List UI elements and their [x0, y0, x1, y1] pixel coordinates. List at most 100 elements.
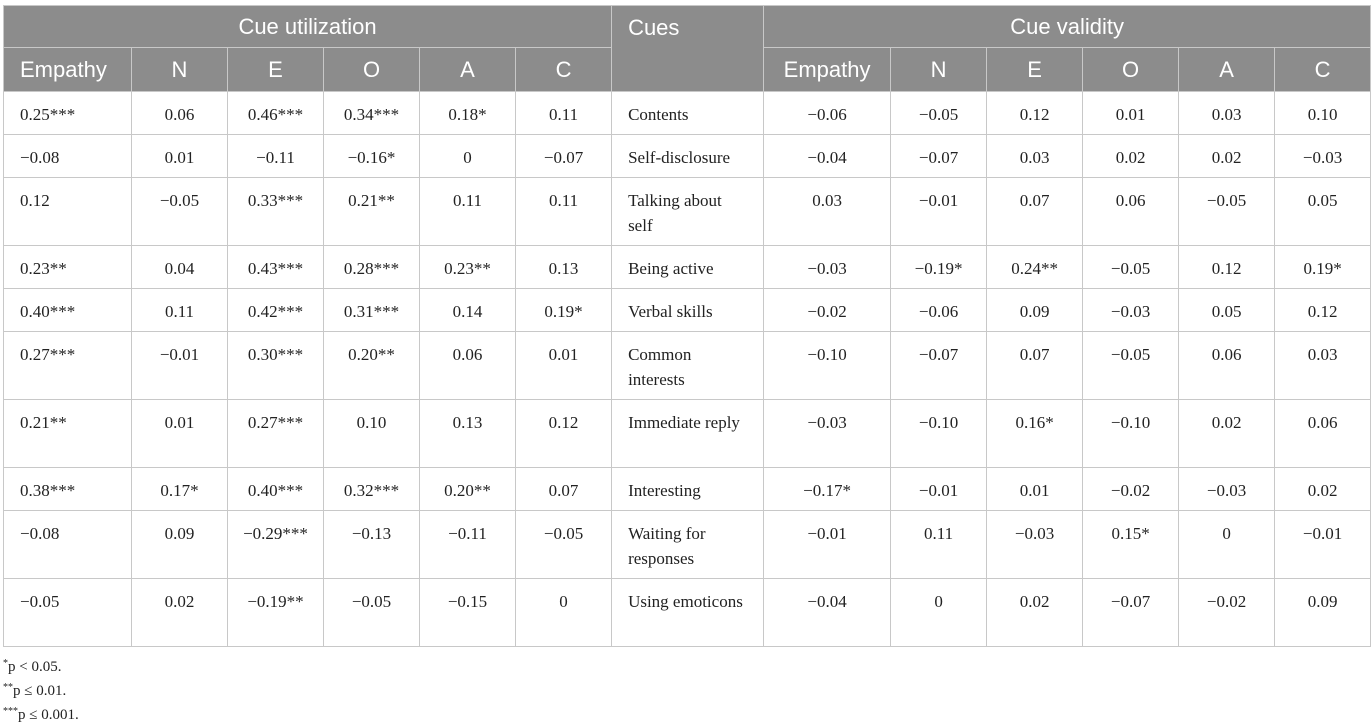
validity-cell: 0.09 — [1274, 578, 1372, 647]
utilization-cell: 0.13 — [419, 399, 516, 468]
validity-cell: 0.16* — [986, 399, 1084, 468]
utilization-cell: 0.25*** — [3, 91, 132, 135]
col-header-e: E — [986, 47, 1084, 92]
cue-label: Immediate reply — [611, 399, 765, 468]
col-header-a: A — [1178, 47, 1276, 92]
utilization-cell: 0.27*** — [3, 331, 132, 400]
utilization-cell: 0.04 — [131, 245, 228, 289]
footnote-mark: *** — [3, 706, 18, 717]
footnote-text: p < 0.05. — [8, 659, 62, 675]
table-row: 0.27*** −0.01 0.30*** 0.20** 0.06 0.01 Common … — [3, 331, 1372, 400]
col-header-empathy: Empathy — [763, 47, 892, 92]
table-row: 0.25*** 0.06 0.46*** 0.34*** 0.18* 0.11 Conten… — [3, 91, 1372, 135]
utilization-cell: −0.07 — [514, 134, 613, 178]
validity-cell: 0.15* — [1082, 510, 1180, 579]
table-row: −0.08 0.01 −0.11 −0.16* 0 −0.07 Self-disclosur… — [3, 134, 1372, 178]
cue-label: Common interests — [611, 331, 765, 400]
utilization-cell: −0.15 — [419, 578, 516, 647]
validity-cell: −0.02 — [1178, 578, 1276, 647]
validity-cell: 0.24** — [986, 245, 1084, 289]
validity-cell: 0.05 — [1178, 288, 1276, 332]
footnote-mark: ** — [3, 682, 13, 693]
validity-cell: −0.10 — [763, 331, 892, 400]
col-header-o: O — [323, 47, 420, 92]
validity-cell: −0.05 — [1178, 177, 1276, 246]
utilization-cell: −0.29*** — [227, 510, 324, 579]
col-header-o: O — [1082, 47, 1180, 92]
utilization-cell: −0.13 — [323, 510, 420, 579]
validity-cell: 0.02 — [986, 578, 1084, 647]
col-header-a: A — [419, 47, 516, 92]
validity-cell: −0.05 — [1082, 331, 1180, 400]
validity-cell: 0.03 — [763, 177, 892, 246]
cue-validity-header: Cue validity — [763, 5, 1372, 48]
validity-cell: −0.07 — [890, 134, 988, 178]
utilization-cell: 0 — [419, 134, 516, 178]
validity-cell: −0.01 — [1274, 510, 1372, 579]
table-row: 0.38*** 0.17* 0.40*** 0.32*** 0.20** 0.07 Inte… — [3, 467, 1372, 511]
utilization-cell: 0.17* — [131, 467, 228, 511]
utilization-cell: −0.05 — [131, 177, 228, 246]
utilization-cell: 0.01 — [131, 399, 228, 468]
utilization-cell: 0.28*** — [323, 245, 420, 289]
utilization-cell: 0.11 — [419, 177, 516, 246]
validity-cell: 0.11 — [890, 510, 988, 579]
utilization-cell: 0.19* — [514, 288, 613, 332]
cue-label: Talking about self — [611, 177, 765, 246]
utilization-cell: −0.11 — [227, 134, 324, 178]
cue-utilization-header: Cue utilization — [2, 5, 613, 48]
validity-cell: 0.12 — [1274, 288, 1372, 332]
utilization-cell: 0.09 — [131, 510, 228, 579]
utilization-cell: 0.11 — [131, 288, 228, 332]
cues-header: Cues — [611, 5, 765, 92]
validity-cell: 0.06 — [1274, 399, 1372, 468]
utilization-cell: 0.23** — [419, 245, 516, 289]
validity-cell: 0.19* — [1274, 245, 1372, 289]
validity-cell: −0.10 — [890, 399, 988, 468]
cue-table: Cue utilization Cues Cue validity Empath… — [2, 5, 1372, 647]
utilization-cell: 0.01 — [131, 134, 228, 178]
footnote: **p ≤ 0.01. — [3, 679, 1370, 703]
utilization-cell: −0.11 — [419, 510, 516, 579]
table-row: 0.23** 0.04 0.43*** 0.28*** 0.23** 0.13 Being … — [3, 245, 1372, 289]
utilization-cell: 0.21** — [323, 177, 420, 246]
validity-cell: 0.07 — [986, 177, 1084, 246]
utilization-cell: 0.23** — [3, 245, 132, 289]
validity-cell: −0.03 — [763, 399, 892, 468]
validity-cell: 0 — [890, 578, 988, 647]
utilization-cell: 0.38*** — [3, 467, 132, 511]
table-row: 0.21** 0.01 0.27*** 0.10 0.13 0.12 Immediate r… — [3, 399, 1372, 468]
table-row: −0.05 0.02 −0.19** −0.05 −0.15 0 Using emotico… — [3, 578, 1372, 647]
validity-cell: −0.05 — [1082, 245, 1180, 289]
validity-cell: −0.03 — [1082, 288, 1180, 332]
validity-cell: 0.10 — [1274, 91, 1372, 135]
utilization-cell: 0.40*** — [227, 467, 324, 511]
utilization-cell: 0.14 — [419, 288, 516, 332]
cue-label: Being active — [611, 245, 765, 289]
table-header: Cue utilization Cues Cue validity Empath… — [2, 5, 1372, 92]
col-header-n: N — [890, 47, 988, 92]
table-row: 0.12 −0.05 0.33*** 0.21** 0.11 0.11 Talking ab… — [3, 177, 1372, 246]
utilization-cell: 0.02 — [131, 578, 228, 647]
utilization-cell: 0.18* — [419, 91, 516, 135]
utilization-cell: −0.16* — [323, 134, 420, 178]
utilization-cell: 0.43*** — [227, 245, 324, 289]
utilization-cell: −0.05 — [3, 578, 132, 647]
validity-cell: 0.01 — [986, 467, 1084, 511]
validity-cell: 0.03 — [986, 134, 1084, 178]
validity-cell: 0.06 — [1178, 331, 1276, 400]
utilization-cell: 0.11 — [514, 177, 613, 246]
utilization-cell: 0.31*** — [323, 288, 420, 332]
validity-cell: 0.12 — [986, 91, 1084, 135]
validity-cell: −0.10 — [1082, 399, 1180, 468]
validity-cell: −0.06 — [890, 288, 988, 332]
validity-cell: −0.17* — [763, 467, 892, 511]
utilization-cell: 0.42*** — [227, 288, 324, 332]
validity-cell: −0.03 — [763, 245, 892, 289]
utilization-cell: 0.32*** — [323, 467, 420, 511]
validity-cell: 0.07 — [986, 331, 1084, 400]
validity-cell: −0.03 — [1274, 134, 1372, 178]
utilization-cell: 0.46*** — [227, 91, 324, 135]
validity-cell: −0.03 — [1178, 467, 1276, 511]
footnote: *p < 0.05. — [3, 655, 1370, 679]
